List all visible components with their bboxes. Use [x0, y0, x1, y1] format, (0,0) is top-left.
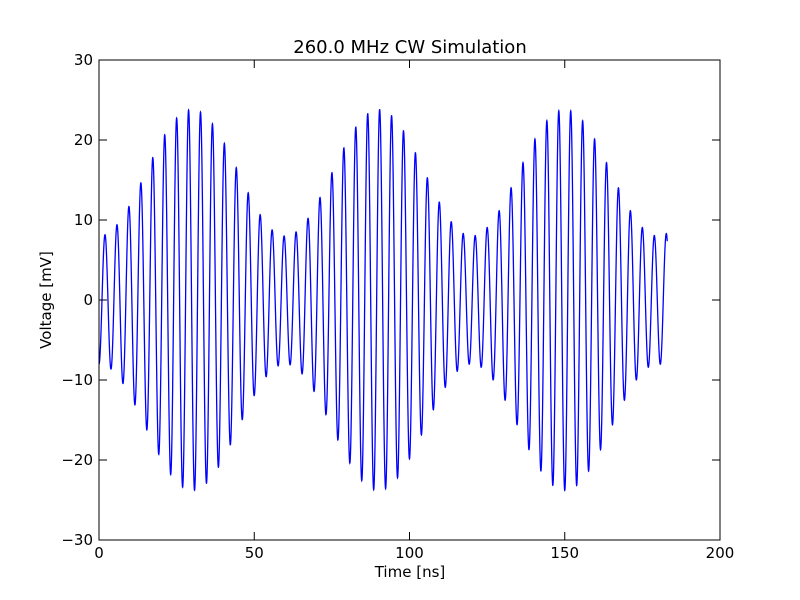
y-tick-label: 30: [74, 51, 93, 69]
y-axis-label: Voltage [mV]: [37, 251, 55, 349]
x-axis-label: Time [ns]: [374, 563, 446, 581]
x-tick-label: 0: [94, 544, 104, 562]
x-tick-label: 200: [706, 544, 735, 562]
x-axis: 0 50 100 150 200: [94, 60, 734, 562]
y-tick-label: 0: [83, 291, 93, 309]
x-tick-label: 100: [395, 544, 424, 562]
y-tick-label: 20: [74, 131, 93, 149]
y-tick-label: −10: [61, 371, 93, 389]
chart-title: 260.0 MHz CW Simulation: [293, 37, 526, 58]
x-tick-label: 150: [550, 544, 579, 562]
series-line: [98, 108, 668, 492]
y-axis: −30 −20 −10 0 10 20 30: [61, 51, 720, 549]
series-layer: [98, 108, 668, 492]
y-tick-label: 10: [74, 211, 93, 229]
x-tick-label: 50: [245, 544, 264, 562]
y-tick-label: −30: [61, 531, 93, 549]
y-tick-label: −20: [61, 451, 93, 469]
